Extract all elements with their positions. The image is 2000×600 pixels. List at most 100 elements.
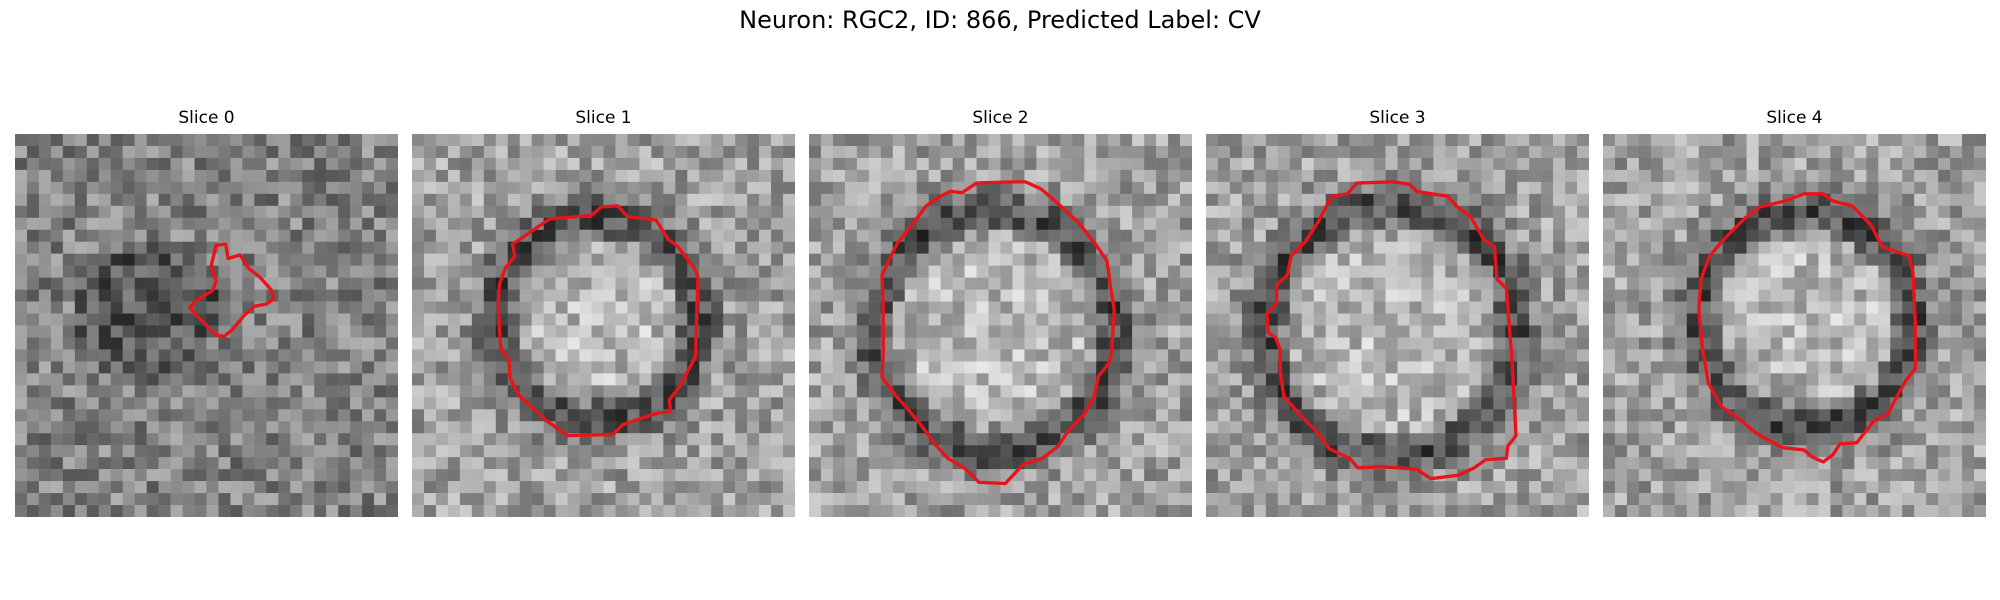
pixel: [1758, 229, 1771, 242]
pixel: [1361, 241, 1374, 254]
pixel: [1433, 145, 1446, 159]
pixel: [134, 277, 147, 290]
pixel: [386, 349, 398, 362]
pixel: [1722, 349, 1735, 362]
pixel: [110, 469, 123, 482]
pixel: [892, 421, 905, 434]
pixel: [603, 421, 616, 434]
pixel: [1253, 205, 1267, 219]
pixel: [1710, 313, 1723, 326]
pixel: [1241, 193, 1255, 207]
pixel: [158, 505, 171, 517]
pixel: [182, 229, 195, 242]
pixel: [471, 445, 485, 458]
pixel: [266, 145, 279, 159]
pixel: [50, 301, 64, 314]
pixel: [771, 421, 784, 434]
pixel: [1866, 373, 1879, 386]
pixel: [1469, 361, 1482, 374]
pixel: [832, 157, 846, 171]
pixel: [1457, 361, 1470, 374]
pixel: [1289, 169, 1302, 183]
pixel: [868, 229, 882, 242]
pixel: [1674, 397, 1688, 410]
pixel: [1541, 134, 1554, 147]
pixel: [158, 145, 171, 159]
pixel: [194, 241, 207, 254]
pixel: [964, 361, 977, 374]
pixel: [218, 145, 231, 159]
pixel: [1385, 157, 1398, 171]
pixel: [976, 265, 989, 278]
pixel: [1253, 457, 1267, 470]
pixel: [1397, 385, 1410, 398]
pixel: [591, 421, 604, 434]
pixel: [1397, 265, 1410, 278]
pixel: [412, 253, 425, 266]
pixel: [266, 349, 279, 362]
pixel: [976, 493, 989, 506]
pixel: [1806, 134, 1819, 147]
pixel: [1758, 217, 1771, 230]
pixel: [771, 241, 784, 254]
pixel: [110, 134, 123, 147]
pixel: [483, 385, 497, 398]
pixel: [1168, 481, 1181, 494]
pixel: [1217, 181, 1231, 195]
pixel: [940, 421, 953, 434]
pixel: [194, 385, 207, 398]
pixel: [483, 205, 497, 219]
pixel: [302, 433, 315, 446]
pixel: [1120, 337, 1133, 350]
pixel: [964, 265, 977, 278]
pixel: [1541, 181, 1554, 195]
pixel: [1962, 169, 1975, 183]
pixel: [495, 481, 508, 494]
pixel: [723, 373, 736, 386]
pixel: [820, 445, 834, 458]
pixel: [1000, 421, 1013, 434]
pixel: [1265, 397, 1279, 410]
pixel: [1854, 337, 1867, 350]
pixel: [579, 445, 592, 458]
pixel: [1313, 493, 1326, 506]
pixel: [1445, 157, 1458, 171]
pixel: [1325, 301, 1338, 314]
slice-image-2: [809, 134, 1192, 517]
pixel: [699, 193, 712, 207]
pixel: [639, 301, 652, 314]
pixel: [1638, 409, 1652, 422]
pixel: [844, 193, 858, 207]
pixel: [1385, 481, 1398, 494]
pixel: [675, 217, 688, 230]
pixel: [1914, 229, 1927, 242]
pixel: [326, 277, 339, 290]
pixel: [1782, 157, 1795, 171]
pixel: [1265, 217, 1279, 230]
pixel: [1337, 181, 1350, 195]
pixel: [1926, 373, 1939, 386]
pixel: [1818, 337, 1831, 350]
pixel: [603, 157, 616, 171]
pixel: [74, 205, 88, 219]
pixel: [771, 445, 784, 458]
pixel: [976, 157, 989, 171]
pixel: [591, 134, 604, 147]
pixel: [1217, 277, 1231, 290]
pixel: [627, 349, 640, 362]
pixel: [459, 157, 473, 171]
pixel: [1120, 349, 1133, 362]
pixel: [1265, 265, 1279, 278]
pixel: [1517, 241, 1530, 254]
pixel: [1854, 421, 1867, 434]
pixel: [447, 361, 461, 374]
pixel: [1421, 277, 1434, 290]
pixel: [1421, 373, 1434, 386]
pixel: [687, 409, 700, 422]
pixel: [1842, 337, 1855, 350]
pixel: [1890, 145, 1903, 159]
pixel: [26, 445, 40, 458]
pixel: [170, 421, 183, 434]
pixel: [459, 445, 473, 458]
pixel: [1710, 229, 1723, 242]
